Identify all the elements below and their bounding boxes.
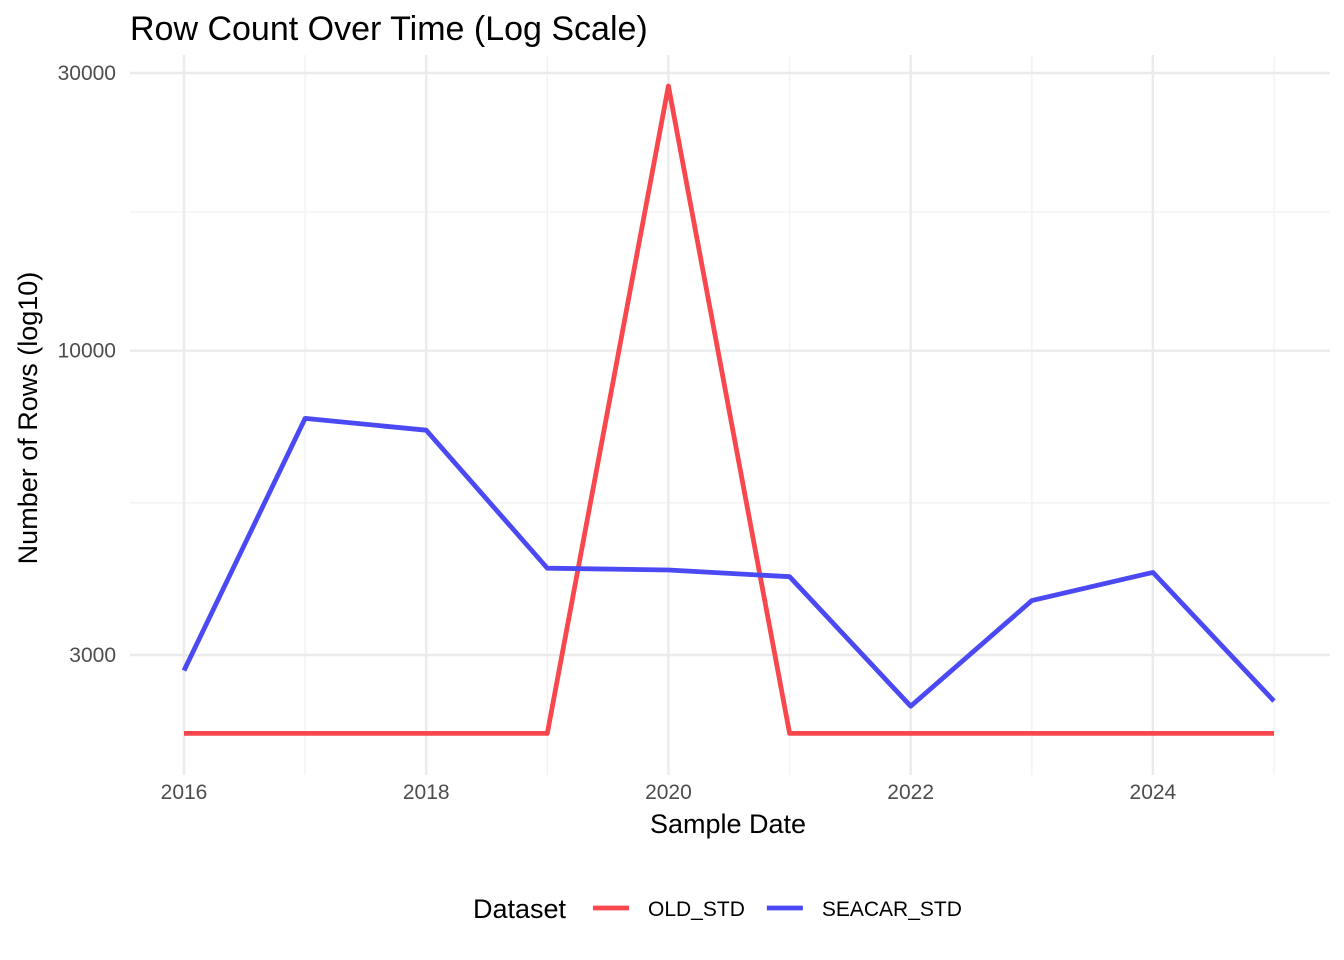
x-tick-label: 2018 (403, 781, 450, 804)
legend-label-old-std: OLD_STD (648, 898, 745, 921)
y-tick-labels: 3000 10000 30000 (58, 62, 116, 667)
y-axis-title: Number of Rows (log10) (13, 272, 43, 565)
series-line-old-std (184, 83, 1274, 736)
chart-title: Row Count Over Time (Log Scale) (130, 10, 648, 48)
x-tick-label: 2022 (887, 781, 934, 804)
x-tick-label: 2016 (161, 781, 208, 804)
x-tick-labels: 2016 2018 2020 2022 2024 (161, 781, 1177, 804)
series-lines (181, 83, 1276, 736)
grid-lines (130, 55, 1330, 775)
legend: Dataset OLD_STD SEACAR_STD (473, 894, 962, 924)
y-tick-label: 10000 (58, 340, 116, 363)
x-tick-label: 2020 (645, 781, 692, 804)
y-tick-label: 3000 (69, 644, 116, 667)
legend-label-seacar-std: SEACAR_STD (822, 898, 962, 921)
series-line-seacar-std (181, 415, 1276, 709)
x-axis-title: Sample Date (650, 809, 806, 839)
x-tick-label: 2024 (1130, 781, 1177, 804)
y-tick-label: 30000 (58, 62, 116, 85)
legend-title: Dataset (473, 894, 567, 924)
